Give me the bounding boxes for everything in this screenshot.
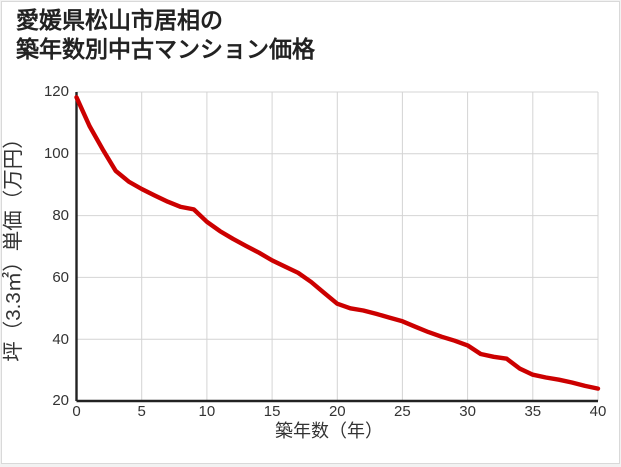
svg-text:15: 15: [264, 403, 281, 420]
svg-text:20: 20: [329, 403, 346, 420]
svg-text:5: 5: [138, 403, 146, 420]
svg-text:35: 35: [524, 403, 541, 420]
svg-text:60: 60: [52, 269, 69, 286]
svg-text:30: 30: [459, 403, 476, 420]
svg-text:20: 20: [52, 392, 69, 409]
svg-text:10: 10: [199, 403, 216, 420]
svg-text:0: 0: [72, 403, 80, 420]
svg-text:100: 100: [44, 145, 69, 162]
svg-text:120: 120: [44, 83, 69, 100]
svg-text:築年数（年）: 築年数（年）: [275, 421, 383, 441]
svg-text:25: 25: [394, 403, 411, 420]
svg-text:坪（3.3㎡）単価（万円）: 坪（3.3㎡）単価（万円）: [2, 128, 25, 362]
svg-text:80: 80: [52, 207, 69, 224]
svg-text:40: 40: [52, 331, 69, 348]
svg-text:40: 40: [590, 403, 607, 420]
